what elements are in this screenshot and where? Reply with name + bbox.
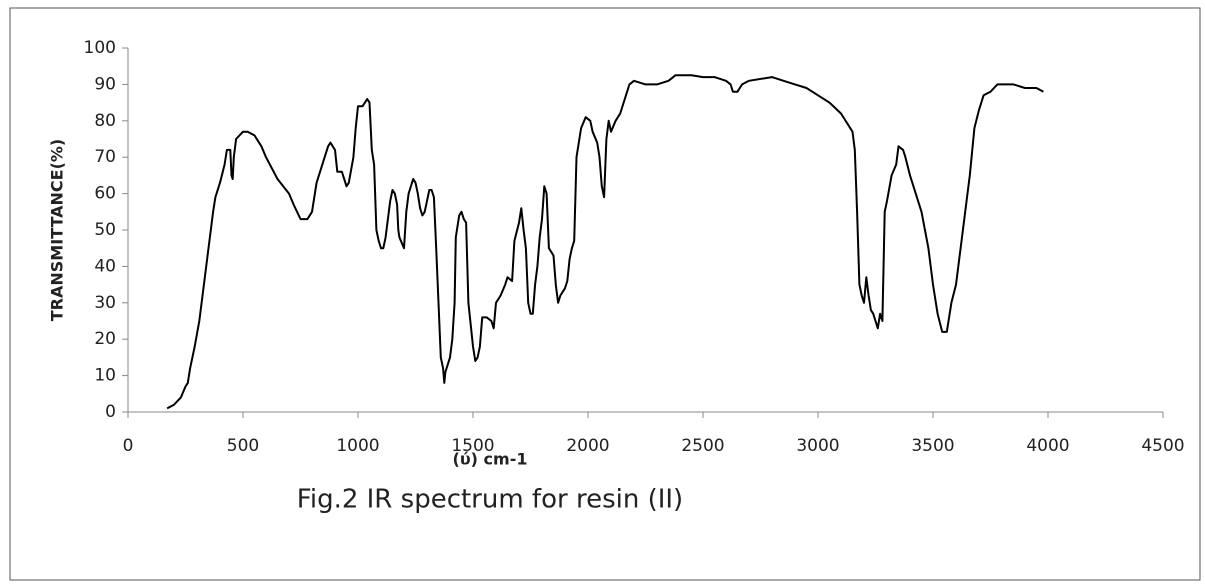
x-axis-label: (ύ) cm-1 [453, 450, 528, 469]
y-tick-label: 80 [94, 111, 116, 131]
x-tick-label: 0 [123, 436, 134, 456]
x-tick-label: 2000 [566, 436, 609, 456]
x-tick-label: 3000 [796, 436, 839, 456]
y-tick-label: 90 [94, 74, 116, 94]
y-tick-label: 40 [94, 256, 116, 276]
y-tick-label: 60 [94, 184, 116, 204]
caption: Fig.2 IR spectrum for resin (II) [297, 485, 683, 515]
x-tick-label: 1500 [451, 436, 494, 456]
y-tick-label: 10 [94, 366, 116, 386]
x-tick-label: 1000 [336, 436, 379, 456]
y-tick-label: 0 [105, 402, 116, 422]
spectrum-line [166, 74, 1044, 410]
x-tick-label: 3500 [911, 436, 954, 456]
y-tick-label: 50 [94, 220, 116, 240]
x-tick-label: 4000 [1026, 436, 1069, 456]
y-tick-label: 20 [94, 329, 116, 349]
y-tick-label: 100 [84, 38, 116, 58]
x-tick-label: 4500 [1141, 436, 1184, 456]
y-axis-label: TRANSMITTANCE(%) [48, 139, 67, 321]
x-tick-label: 2500 [681, 436, 724, 456]
y-tick-label: 30 [94, 293, 116, 313]
x-tick-label: 500 [227, 436, 259, 456]
y-tick-label: 70 [94, 147, 116, 167]
frame [9, 7, 1201, 581]
